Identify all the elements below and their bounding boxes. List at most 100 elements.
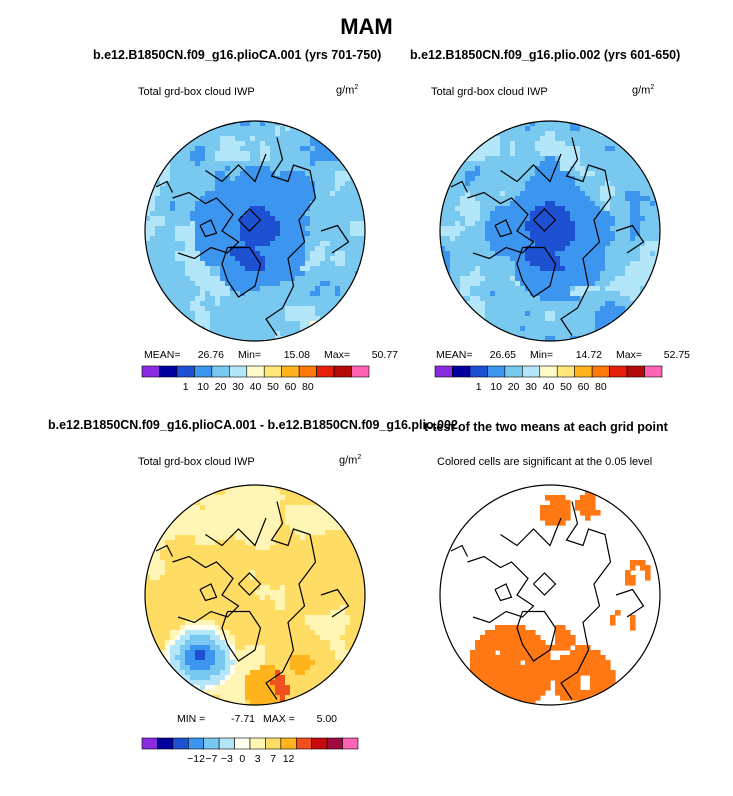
map-cell bbox=[340, 640, 346, 646]
map-cell bbox=[610, 615, 616, 621]
map-cell bbox=[490, 226, 496, 232]
map-cell bbox=[300, 620, 306, 626]
map-cell bbox=[170, 296, 176, 302]
map-cell bbox=[610, 266, 616, 272]
map-cell bbox=[635, 251, 641, 257]
map-cell bbox=[305, 665, 311, 671]
map-cell bbox=[240, 500, 246, 506]
map-cell bbox=[315, 311, 321, 317]
map-cell bbox=[510, 336, 516, 341]
map-cell bbox=[335, 590, 341, 596]
map-cell bbox=[215, 690, 221, 696]
map-cell bbox=[325, 246, 331, 252]
map-cell bbox=[550, 321, 556, 327]
map-cell bbox=[290, 311, 296, 317]
map-cell bbox=[345, 585, 351, 591]
map-cell bbox=[595, 331, 601, 337]
map-cell bbox=[590, 161, 596, 167]
map-cell bbox=[615, 146, 621, 152]
map-cell bbox=[495, 196, 501, 202]
map-cell bbox=[150, 246, 156, 252]
map-cell bbox=[285, 166, 291, 172]
map-cell bbox=[225, 156, 231, 162]
map-cell bbox=[310, 176, 316, 182]
map-cell bbox=[285, 316, 291, 322]
map-cell bbox=[525, 256, 531, 262]
map-cell bbox=[290, 560, 296, 566]
map-cell bbox=[260, 690, 266, 696]
map-cell bbox=[340, 211, 346, 217]
map-cell bbox=[260, 700, 266, 705]
map-cell bbox=[540, 176, 546, 182]
map-cell bbox=[590, 231, 596, 237]
map-cell bbox=[200, 161, 206, 167]
map-cell bbox=[320, 196, 326, 202]
map-cell bbox=[480, 281, 486, 287]
map-cell bbox=[330, 580, 336, 586]
map-cell bbox=[630, 226, 636, 232]
map-cell bbox=[530, 286, 536, 292]
map-cell bbox=[235, 226, 241, 232]
map-cell bbox=[275, 146, 281, 152]
map-cell bbox=[295, 655, 301, 661]
map-cell bbox=[550, 136, 556, 142]
map-cell bbox=[335, 191, 341, 197]
map-cell bbox=[505, 251, 511, 257]
map-cell bbox=[200, 685, 206, 691]
map-cell bbox=[535, 635, 541, 641]
map-cell bbox=[230, 281, 236, 287]
map-cell bbox=[490, 191, 496, 197]
map-cell bbox=[490, 311, 496, 317]
map-cell bbox=[625, 266, 631, 272]
map-cell bbox=[585, 510, 591, 516]
map-cell bbox=[525, 241, 531, 247]
map-cell bbox=[270, 121, 276, 127]
map-cell bbox=[305, 620, 311, 626]
map-cell bbox=[260, 590, 266, 596]
map-cell bbox=[485, 181, 491, 187]
map-cell bbox=[235, 500, 241, 506]
map-cell bbox=[630, 286, 636, 292]
map-cell bbox=[490, 286, 496, 292]
map-cell bbox=[260, 231, 266, 237]
map-cell bbox=[510, 271, 516, 277]
map-cell bbox=[600, 201, 606, 207]
map-cell bbox=[295, 271, 301, 277]
map-cell bbox=[620, 231, 626, 237]
map-cell bbox=[350, 595, 356, 601]
map-cell bbox=[230, 216, 236, 222]
map-cell bbox=[590, 166, 596, 172]
map-cell bbox=[275, 685, 281, 691]
map-cell bbox=[290, 296, 296, 302]
map-cell bbox=[190, 515, 196, 521]
map-cell bbox=[575, 161, 581, 167]
map-cell bbox=[600, 311, 606, 317]
map-cell bbox=[520, 196, 526, 202]
map-cell bbox=[185, 241, 191, 247]
map-cell bbox=[165, 206, 171, 212]
map-cell bbox=[265, 321, 271, 327]
map-cell bbox=[560, 625, 566, 631]
map-cell bbox=[470, 166, 476, 172]
map-cell bbox=[580, 201, 586, 207]
map-cell bbox=[625, 206, 631, 212]
map-cell bbox=[570, 311, 576, 317]
map-cell bbox=[585, 226, 591, 232]
map-cell bbox=[350, 206, 356, 212]
map-cell bbox=[330, 570, 336, 576]
map-cell bbox=[260, 311, 266, 317]
map-cell bbox=[515, 635, 521, 641]
map-cell bbox=[290, 266, 296, 272]
map-cell bbox=[150, 216, 156, 222]
map-cell bbox=[215, 610, 221, 616]
map-cell bbox=[195, 590, 201, 596]
map-cell bbox=[635, 176, 641, 182]
map-cell bbox=[295, 136, 301, 142]
map-cell bbox=[245, 311, 251, 317]
map-cell bbox=[345, 236, 351, 242]
map-cell bbox=[235, 650, 241, 656]
map-cell bbox=[240, 271, 246, 277]
map-cell bbox=[310, 605, 316, 611]
map-cell bbox=[620, 171, 626, 177]
map-cell bbox=[195, 296, 201, 302]
